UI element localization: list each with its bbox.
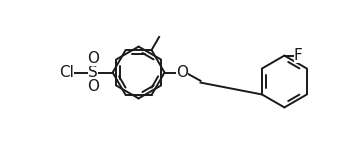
Text: O: O [87,79,99,94]
Text: S: S [88,65,98,80]
Text: Cl: Cl [59,65,75,80]
Text: F: F [294,48,302,63]
Text: O: O [176,65,188,80]
Text: O: O [87,51,99,66]
